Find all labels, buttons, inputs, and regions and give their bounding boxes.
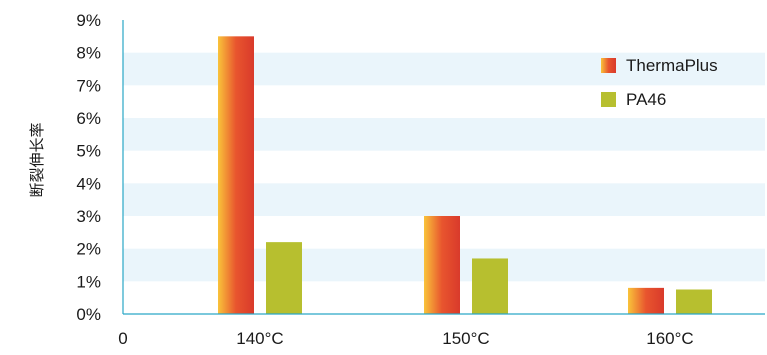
bar-thermaplus-0 <box>218 36 254 314</box>
y-tick-label: 9% <box>76 11 101 30</box>
y-tick-label: 4% <box>76 174 101 193</box>
y-axis-label: 断裂伸长率 <box>29 122 46 197</box>
y-tick-label: 2% <box>76 240 101 259</box>
legend-label-pa46: PA46 <box>626 90 666 109</box>
y-tick-label: 0% <box>76 305 101 324</box>
bar-pa46-0 <box>266 242 302 314</box>
y-tick-label: 8% <box>76 44 101 63</box>
bars <box>218 36 712 314</box>
x-tick-labels: 0 140°C 150°C 160°C <box>118 329 693 348</box>
axes <box>122 20 765 315</box>
legend-label-thermaplus: ThermaPlus <box>626 56 718 75</box>
legend: ThermaPlus PA46 <box>601 56 718 109</box>
y-tick-label: 3% <box>76 207 101 226</box>
y-tick-label: 7% <box>76 76 101 95</box>
bar-thermaplus-2 <box>628 287 664 314</box>
bar-pa46-2 <box>676 289 712 314</box>
bar-pa46-1 <box>472 258 508 314</box>
y-tick-labels: 0% 1% 2% 3% 4% 5% 6% 7% 8% 9% <box>76 11 101 324</box>
legend-swatch-pa46 <box>601 92 616 107</box>
x-tick-label: 140°C <box>236 329 283 348</box>
x-origin-label: 0 <box>118 329 127 348</box>
y-tick-label: 6% <box>76 109 101 128</box>
y-tick-label: 1% <box>76 272 101 291</box>
bar-thermaplus-1 <box>424 216 460 314</box>
legend-swatch-thermaplus <box>601 58 616 73</box>
x-tick-label: 150°C <box>442 329 489 348</box>
y-tick-label: 5% <box>76 142 101 161</box>
x-tick-label: 160°C <box>646 329 693 348</box>
